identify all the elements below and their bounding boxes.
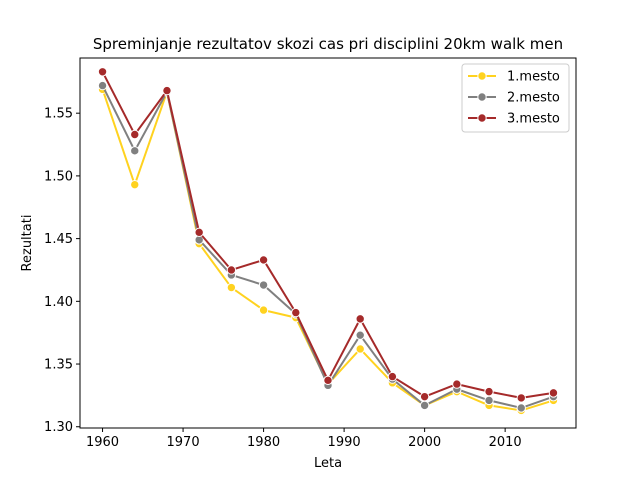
x-tick-label: 1990 — [328, 435, 361, 450]
x-tick-label: 1970 — [167, 435, 200, 450]
data-point — [516, 403, 526, 413]
x-tick-label: 1980 — [247, 435, 280, 450]
data-point — [419, 391, 430, 402]
data-point — [226, 265, 237, 275]
data-point — [387, 371, 398, 382]
data-point — [484, 386, 494, 397]
data-point — [516, 393, 526, 403]
series-3 — [97, 67, 559, 403]
x-tick-label: 2010 — [489, 435, 522, 450]
chart-title: Spreminjanje rezultatov skozi cas pri di… — [93, 35, 563, 53]
y-tick-label: 1.40 — [44, 295, 73, 310]
y-axis: 1.30 1.35 1.40 1.45 1.50 1.55 — [44, 107, 80, 435]
y-tick-label: 1.50 — [44, 169, 73, 184]
legend-label: 1.mesto — [507, 70, 560, 85]
data-point — [484, 395, 494, 406]
series-layer — [97, 67, 559, 416]
data-point — [452, 379, 462, 389]
data-point — [194, 227, 204, 238]
y-tick-label: 1.30 — [44, 420, 73, 435]
data-point — [355, 344, 365, 354]
data-point — [130, 129, 140, 140]
legend-items: 1.mesto 2.mesto 3.mesto — [468, 70, 560, 127]
y-tick-label: 1.55 — [44, 107, 73, 122]
data-point — [291, 307, 301, 318]
data-point — [355, 330, 365, 340]
x-axis: 1960 1970 1980 1990 2000 2010 — [86, 428, 522, 450]
legend-label: 2.mesto — [507, 91, 560, 106]
data-point — [130, 179, 140, 190]
legend: 1.mesto 2.mesto 3.mesto — [461, 63, 570, 133]
legend-label: 3.mesto — [507, 112, 560, 127]
legend-item: 2.mesto — [468, 91, 560, 106]
legend-marker — [477, 92, 487, 102]
data-point — [162, 85, 172, 96]
data-point — [97, 80, 108, 91]
data-point — [419, 400, 430, 411]
plot-area — [79, 57, 577, 429]
data-point — [130, 146, 140, 156]
data-point — [258, 305, 269, 315]
data-point — [323, 375, 333, 386]
legend-frame — [461, 63, 570, 133]
data-point — [258, 280, 269, 290]
legend-item: 1.mesto — [468, 70, 560, 85]
x-axis-label: Leta — [314, 456, 342, 471]
data-point — [258, 255, 269, 265]
y-axis-label: Rezultati — [20, 215, 35, 272]
x-tick-label: 2000 — [408, 435, 441, 450]
legend-item: 3.mesto — [468, 112, 560, 127]
data-point — [226, 282, 237, 293]
legend-marker — [477, 113, 487, 123]
plot-frame — [79, 57, 577, 429]
data-point — [548, 388, 559, 398]
legend-marker — [477, 71, 487, 81]
data-point — [355, 314, 365, 324]
x-tick-label: 1960 — [86, 435, 119, 450]
y-tick-label: 1.45 — [44, 232, 73, 247]
data-point — [97, 67, 108, 77]
y-tick-label: 1.35 — [44, 358, 73, 373]
